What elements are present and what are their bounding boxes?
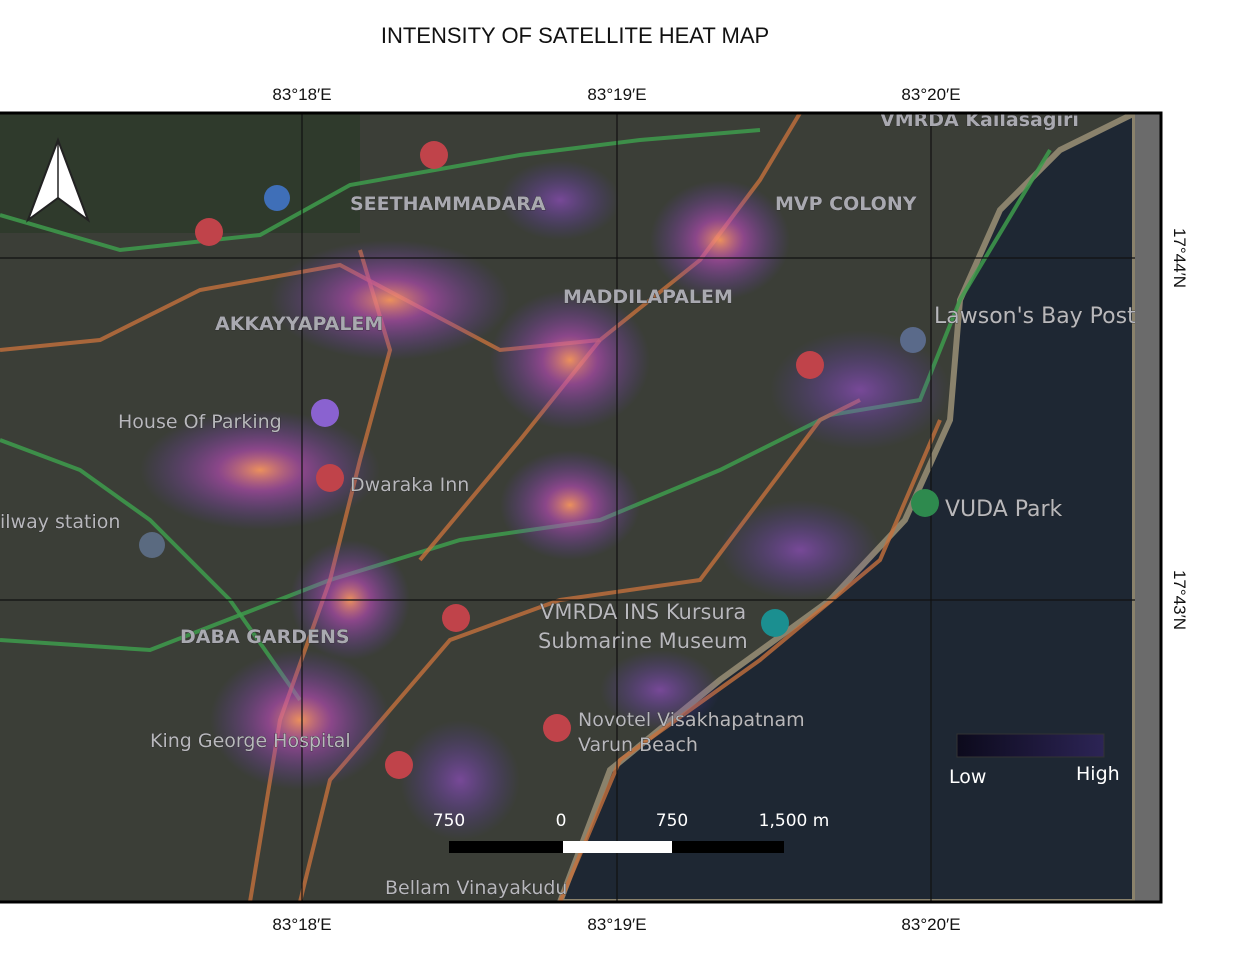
poi-markers (139, 141, 939, 779)
lon-label: 83°20′E (901, 915, 960, 934)
scale-label: 0 (556, 811, 567, 831)
map-frame (0, 111, 1163, 904)
place-label: House Of Parking (118, 411, 282, 433)
scale-label: 750 (656, 811, 688, 831)
lon-label: 83°20′E (901, 85, 960, 104)
scale-label: 1,500 m (759, 811, 830, 831)
place-label: MVP COLONY (775, 193, 917, 215)
graticule-labels: 83°18′E 83°19′E 83°20′E 83°18′E 83°19′E … (272, 85, 1189, 934)
legend-low: Low (949, 766, 986, 788)
place-label: Novotel Visakhapatnam (578, 709, 805, 731)
place-label: King George Hospital (150, 730, 351, 752)
map: SEETHAMMADARA MVP COLONY MADDILAPALEM AK… (0, 109, 1162, 902)
place-label: VUDA Park (945, 497, 1063, 522)
lon-label: 83°19′E (587, 85, 646, 104)
place-label: DABA GARDENS (180, 626, 350, 648)
place-label: Submarine Museum (538, 629, 748, 653)
place-label: ilway station (0, 511, 120, 533)
legend-high: High (1076, 763, 1120, 785)
place-label: Lawson's Bay Post (934, 304, 1136, 329)
place-label: Bellam Vinayakudu (385, 877, 567, 899)
scale-label: 750 (433, 811, 465, 831)
scale-bar: 750 0 750 1,500 m (433, 811, 830, 853)
place-labels: SEETHAMMADARA MVP COLONY MADDILAPALEM AK… (0, 109, 1136, 899)
legend: Low High (949, 733, 1120, 788)
place-label: Dwaraka Inn (350, 474, 469, 496)
place-label: Varun Beach (578, 734, 698, 756)
lon-label: 83°18′E (272, 915, 331, 934)
lat-label: 17°43′N (1170, 570, 1189, 630)
title: INTENSITY OF SATELLITE HEAT MAP (381, 23, 769, 48)
lon-label: 83°19′E (587, 915, 646, 934)
lat-label: 17°44′N (1170, 228, 1189, 288)
place-label: VMRDA Kailasagiri (880, 109, 1079, 131)
place-label: VMRDA INS Kursura (540, 600, 746, 624)
lon-label: 83°18′E (272, 85, 331, 104)
place-label: AKKAYYAPALEM (215, 313, 383, 335)
place-label: MADDILAPALEM (563, 286, 733, 308)
place-label: SEETHAMMADARA (350, 193, 546, 215)
